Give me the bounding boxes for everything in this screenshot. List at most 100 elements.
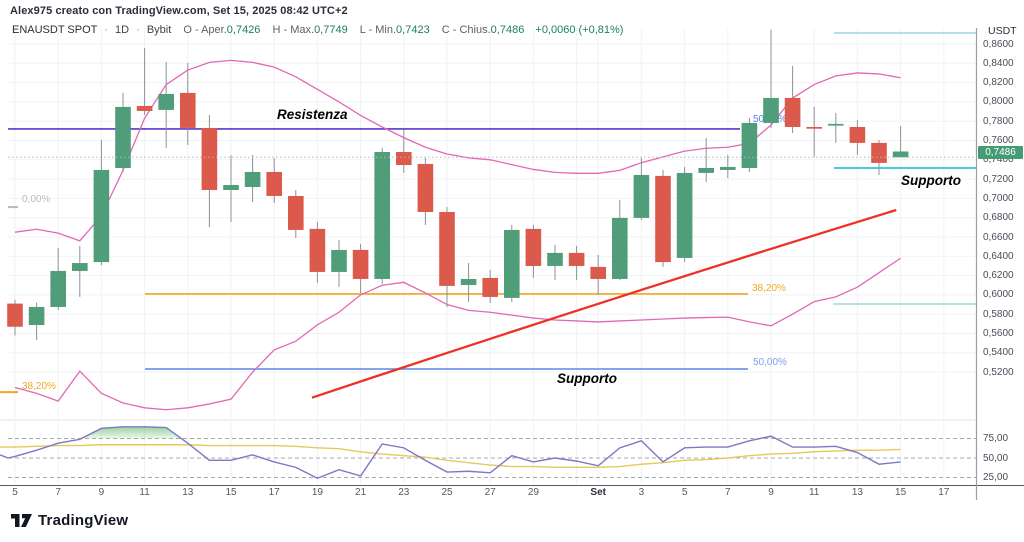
separator-dot: · (104, 24, 108, 36)
price-axis-label: 0,6600 (983, 231, 1014, 243)
time-axis-label: 3 (638, 487, 645, 498)
open-value: 0,7426 (226, 24, 261, 36)
candle-body (590, 266, 606, 279)
candle-body (849, 126, 866, 143)
tradingview-logo[interactable]: TradingView (10, 511, 128, 530)
candle-body (396, 151, 412, 166)
candle-body (741, 122, 758, 169)
time-axis-label: 17 (938, 487, 950, 498)
time-axis-label: 9 (98, 487, 105, 498)
bollinger-lower-band (14, 257, 901, 411)
currency-label: USDT (988, 25, 1017, 37)
time-axis-label: 25 (441, 487, 453, 498)
candle-body (288, 195, 304, 230)
high-value: 0,7749 (314, 24, 348, 36)
candle-body (504, 229, 520, 298)
rsi-ma-line (0, 444, 901, 469)
candle-body (460, 278, 477, 285)
price-axis-label: 0,5800 (983, 308, 1014, 320)
candle-body (698, 168, 714, 173)
tradingview-logo-text: TradingView (38, 512, 129, 529)
fib-mid-50-label: 50,00% (753, 357, 787, 368)
candle-body (482, 277, 498, 297)
price-axis-label: 0,6200 (983, 270, 1014, 282)
price-axis-label: 0,8000 (983, 96, 1014, 108)
price-axis-label: 0,7000 (983, 192, 1014, 204)
fib-left-382-label: 38,20% (22, 381, 56, 392)
price-axis-label: 0,5400 (983, 347, 1014, 359)
indicator-axis-label: 25,00 (983, 472, 1009, 483)
separator-dot: · (136, 24, 140, 36)
candle-body (72, 263, 88, 271)
interval-label[interactable]: 1D (114, 24, 130, 36)
price-axis-label: 0,6000 (983, 289, 1014, 301)
resistenza-annotation[interactable]: Resistenza (277, 107, 348, 122)
time-axis-label: 5 (12, 487, 18, 498)
candle-body (784, 97, 801, 127)
time-axis-label: 13 (182, 487, 194, 498)
price-axis-label: 0,8200 (983, 77, 1014, 89)
symbol-legend[interactable]: ENAUSDT SPOT · 1D · Bybit O - Aper.0,742… (12, 24, 623, 36)
close-label: C - Chius. (441, 24, 491, 36)
time-axis-label: 19 (311, 487, 323, 498)
time-axis-label: 29 (527, 487, 539, 498)
candle-body (50, 270, 66, 307)
price-axis-label: 0,7200 (983, 173, 1014, 185)
candle-body (180, 92, 196, 128)
candle-body (676, 172, 693, 258)
price-axis-label: 0,5600 (983, 328, 1014, 339)
time-axis-label: 21 (355, 487, 367, 498)
candle-body (158, 93, 174, 110)
candle-body (136, 105, 153, 111)
exchange-label: Bybit (146, 24, 172, 36)
time-axis-label: 11 (139, 487, 150, 498)
time-axis-label: 13 (851, 487, 863, 498)
candle-body (763, 97, 779, 123)
price-axis-label: 0,6800 (983, 212, 1014, 224)
price-axis-label: 0,6400 (983, 250, 1014, 262)
candle-body (525, 228, 542, 266)
time-axis-label: Set (590, 487, 606, 498)
price-axis-label: 0,7600 (983, 135, 1014, 146)
candle-body (439, 212, 455, 286)
attribution-text: Alex975 creato con TradingView.com, Set … (10, 5, 348, 17)
candle-body (612, 217, 628, 279)
candle-body (201, 127, 218, 191)
candle-body (568, 252, 585, 266)
supporto-blue-annotation[interactable]: Supporto (557, 371, 617, 386)
candle-body (871, 142, 887, 163)
candle-body (244, 171, 261, 188)
price-axis-label: 0,7800 (983, 115, 1014, 127)
symbol-name[interactable]: ENAUSDT SPOT (12, 24, 98, 36)
price-axis-label: 0,5200 (983, 366, 1014, 378)
low-value: 0,7423 (396, 24, 430, 36)
time-axis-label: 9 (768, 487, 774, 498)
time-axis-label: 17 (268, 487, 280, 498)
candle-body (417, 163, 434, 213)
candle-body (309, 228, 326, 272)
candle-body (806, 126, 822, 129)
trend-line[interactable] (311, 208, 897, 399)
candle-body (547, 252, 563, 266)
candle-body (892, 151, 909, 158)
price-axis-label: 0,8600 (983, 38, 1014, 50)
candle-body (223, 184, 239, 191)
candle-body (828, 123, 844, 126)
low-label: L - Min. (359, 24, 397, 36)
indicator-axis-label: 75,00 (983, 433, 1009, 444)
time-axis-label: 7 (55, 487, 61, 498)
time-axis-label: 7 (725, 487, 731, 498)
supporto-cyan-annotation[interactable]: Supporto (901, 173, 961, 188)
rsi-overbought-fill (81, 426, 776, 439)
time-axis-label: 15 (895, 487, 907, 498)
time-axis-label: 27 (484, 487, 496, 498)
change-label: +0,0060 (+0,81%) (535, 24, 624, 36)
candle-body (28, 306, 45, 326)
price-axis-label: 0,8400 (983, 57, 1014, 69)
time-axis-label: 11 (808, 487, 820, 498)
indicator-axis-label: 50,00 (983, 452, 1009, 464)
time-axis-label: 5 (681, 487, 688, 498)
time-axis-label: 15 (225, 487, 237, 498)
